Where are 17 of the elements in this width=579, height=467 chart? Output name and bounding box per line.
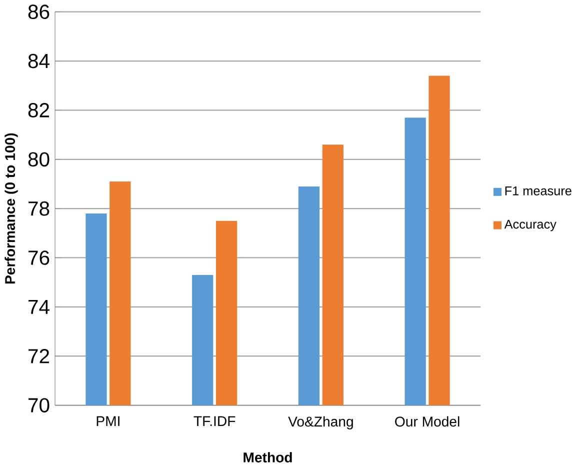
y-tick-label: 78 — [28, 201, 50, 216]
y-tick-label: 80 — [28, 152, 50, 167]
y-tick-label: 74 — [28, 300, 50, 314]
x-tick-label: PMI — [96, 416, 120, 426]
y-tick-label: 84 — [28, 54, 50, 68]
x-axis-title: Method — [244, 452, 292, 462]
legend-label: Accuracy — [504, 220, 556, 232]
y-tick-label: 82 — [28, 102, 50, 118]
y-axis-title: Performance (0 to 100) — [4, 133, 18, 284]
y-tick-label: 86 — [28, 4, 50, 19]
x-tick-label: TF.IDF — [194, 416, 236, 426]
x-tick-label: Vo&Zhang — [288, 416, 353, 430]
y-tick-label: 70 — [28, 398, 50, 412]
y-tick-label: 76 — [28, 250, 50, 265]
y-tick-label: 72 — [28, 348, 50, 364]
x-tick-label: Our Model — [395, 416, 460, 427]
legend-label: F1 measure — [505, 186, 572, 196]
